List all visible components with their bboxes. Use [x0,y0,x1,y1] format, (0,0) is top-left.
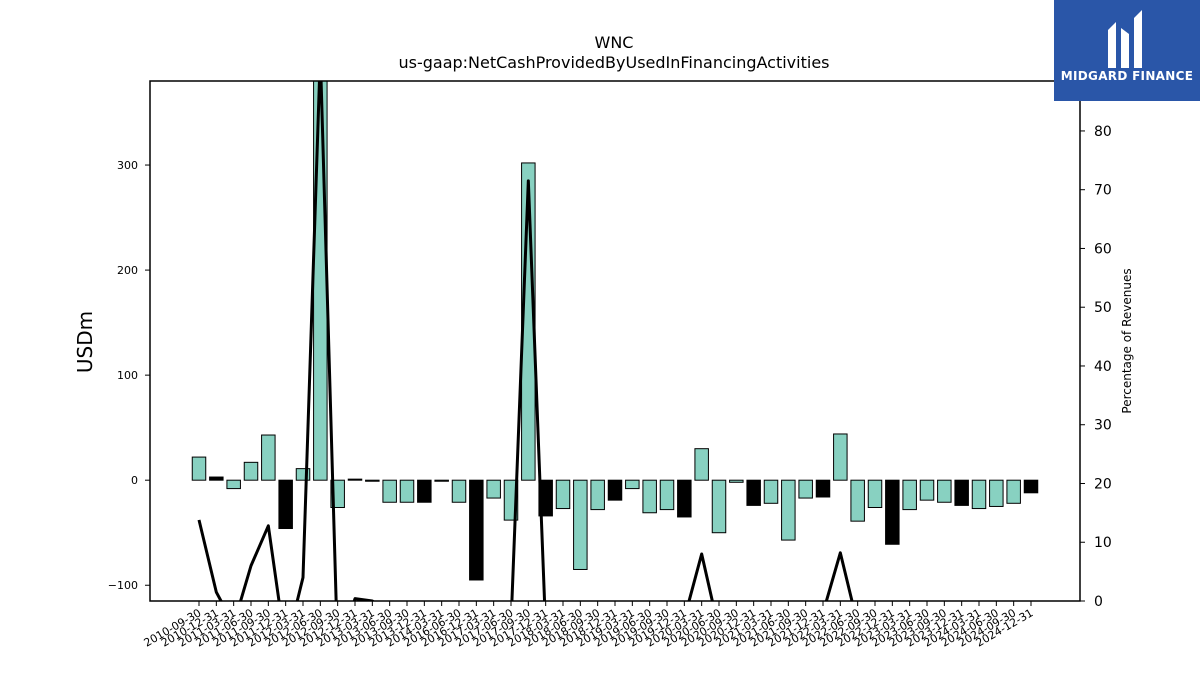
bar [261,434,276,481]
y2-tick-label: 10 [1094,535,1112,551]
bar [451,479,467,503]
bar [989,479,1004,507]
bar [278,479,293,530]
bar [833,433,848,481]
bar [815,479,831,498]
y-tick-label: 100 [117,369,138,382]
y2-tick-label: 40 [1094,359,1112,375]
chart-title: WNC [595,33,634,52]
y2-tick-label: 50 [1094,300,1112,316]
left-axis: −100 0 100 200 300 [108,159,150,592]
bar [867,479,883,509]
chart-marks [191,80,1039,581]
bar [590,479,605,511]
bar [729,479,744,483]
y2-tick-label: 70 [1094,183,1112,199]
y2-tick-label: 0 [1094,594,1103,610]
bar [711,479,727,534]
bar [1006,479,1021,504]
bar [607,479,623,501]
logo-mark-icon [1108,10,1142,68]
bar [919,479,935,501]
bar [954,479,969,506]
bar [399,479,415,503]
bar [555,479,571,510]
y2-tick-label: 60 [1094,241,1112,257]
bar [243,461,259,481]
bar [763,479,779,504]
y-tick-label: 200 [117,264,138,277]
y2-tick-label: 80 [1094,124,1112,140]
bar [937,479,952,503]
bar [573,479,588,570]
bar [365,479,380,482]
bar [347,478,363,481]
y-tick-label: −100 [108,579,138,592]
y-axis-label: USDm [73,311,97,373]
bar [642,479,657,514]
bar [659,479,675,511]
bar [191,456,207,481]
bar [382,479,397,503]
y2-tick-label: 30 [1094,418,1112,434]
bar [798,479,813,499]
bar [1023,479,1039,494]
brand-logo: MIDGARD FINANCE [1054,0,1200,101]
bar [902,479,917,511]
bar [486,479,501,499]
bar [209,476,224,481]
bar [850,479,865,522]
y-tick-label: 0 [131,474,138,487]
bar [885,479,900,545]
bar [295,468,311,481]
bar [313,80,328,481]
bar [469,479,484,581]
bar [677,479,692,518]
chart-subtitle: us-gaap:NetCashProvidedByUsedInFinancing… [398,53,829,72]
bar [781,479,796,541]
bar [971,479,987,510]
bar [746,479,761,506]
logo-text: MIDGARD FINANCE [1060,69,1194,83]
right-axis: 0 10 20 30 40 50 60 70 80 [1080,124,1112,610]
y2-tick-label: 20 [1094,476,1112,492]
y-tick-label: 300 [117,159,138,172]
bar [694,448,709,481]
bar [226,479,241,490]
y2-axis-label: Percentage of Revenues [1120,268,1134,413]
bar [417,479,432,503]
bar [625,479,640,490]
bar [434,479,449,482]
x-axis: 2010-09-302010-12-312011-03-312011-06-30… [142,601,1036,650]
